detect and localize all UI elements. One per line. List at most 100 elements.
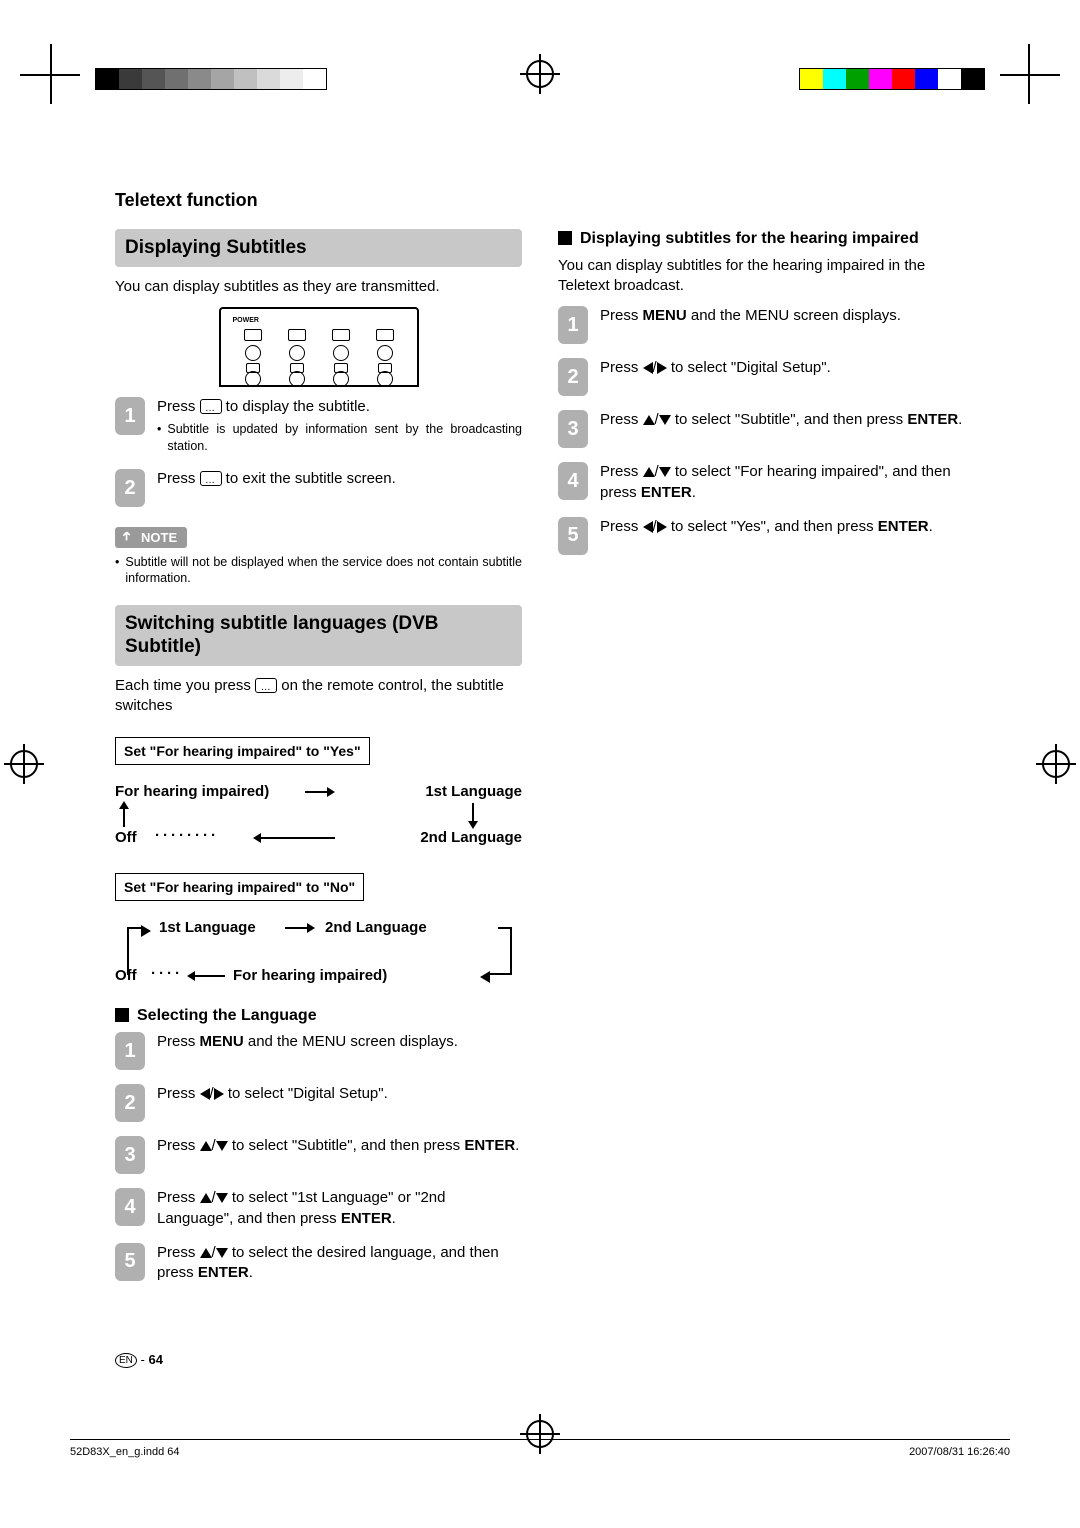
- note-text: Subtitle is updated by information sent …: [167, 421, 522, 455]
- remote-btn-icon: [376, 329, 394, 341]
- flow-line: [498, 927, 512, 929]
- step-number-badge: 3: [558, 410, 588, 448]
- step: 3 Press / to select "Subtitle", and then…: [558, 410, 965, 448]
- step: 2 Press / to select "Digital Setup".: [558, 358, 965, 396]
- enter-key: ENTER: [878, 518, 929, 535]
- remote-btn-icon: [377, 371, 393, 387]
- color-bars: [799, 68, 985, 90]
- flow-label: For hearing impaired): [115, 783, 269, 800]
- step-body: Press / to select "Digital Setup".: [157, 1084, 522, 1122]
- flow-diagram-no: 1st Language 2nd Language Off ···· For h…: [115, 911, 522, 996]
- source-file: 52D83X_en_g.indd 64: [70, 1446, 179, 1458]
- triangle-down-icon: [659, 415, 671, 425]
- power-label: POWER: [233, 317, 259, 324]
- arrow-left-icon: [255, 837, 335, 839]
- text: to select "Yes", and then press: [667, 518, 878, 535]
- heading-switching-languages: Switching subtitle languages (DVB Subtit…: [115, 605, 522, 667]
- remote-btn-icon: [244, 329, 262, 341]
- heading-displaying-subtitles: Displaying Subtitles: [115, 229, 522, 267]
- subtitle-button-icon: [200, 471, 222, 486]
- step-number-badge: 4: [558, 462, 588, 500]
- triangle-down-icon: [659, 467, 671, 477]
- text: Press: [600, 359, 643, 376]
- remote-btn-icon: [332, 329, 350, 341]
- text: .: [249, 1264, 253, 1281]
- text: to select "Subtitle", and then press: [228, 1137, 465, 1154]
- subtitle-button-icon: [255, 678, 277, 693]
- step-text: Press: [157, 398, 200, 415]
- step-body: Press / to select "Yes", and then press …: [600, 517, 965, 555]
- arrow-up-icon: [123, 803, 125, 827]
- registration-mark-right: [1042, 750, 1070, 778]
- triangle-up-icon: [643, 467, 655, 477]
- triangle-up-icon: [200, 1193, 212, 1203]
- step: 1 Press MENU and the MENU screen display…: [558, 306, 965, 344]
- manual-page: Teletext function Displaying Subtitles Y…: [0, 0, 1080, 1528]
- step-body: Press / to select "For hearing impaired"…: [600, 462, 965, 503]
- step-number-badge: 1: [558, 306, 588, 344]
- text: .: [929, 518, 933, 535]
- flow-label: Off: [115, 829, 137, 846]
- enter-key: ENTER: [641, 484, 692, 501]
- grayscale-ramp: [95, 68, 327, 90]
- setting-box-yes: Set "For hearing impaired" to "Yes": [115, 737, 370, 765]
- crop-mark-top-left: [20, 74, 80, 76]
- step-number-badge: 1: [115, 1032, 145, 1070]
- text: Each time you press: [115, 677, 255, 694]
- remote-btn-icon: [289, 371, 305, 387]
- note-label-text: NOTE: [141, 530, 177, 545]
- step: 3 Press / to select "Subtitle", and then…: [115, 1136, 522, 1174]
- hand-icon: [121, 531, 135, 545]
- step-number-badge: 1: [115, 397, 145, 435]
- step-number-badge: 4: [115, 1188, 145, 1226]
- step-text: Press: [157, 470, 200, 487]
- subheading-selecting-language: Selecting the Language: [115, 1006, 522, 1027]
- step: 4 Press / to select "For hearing impaire…: [558, 462, 965, 503]
- triangle-left-icon: [643, 362, 653, 374]
- step-text: to exit the subtitle screen.: [222, 470, 396, 487]
- step-body: Press / to select the desired language, …: [157, 1243, 522, 1284]
- arrow-right-icon: [285, 927, 313, 929]
- text: Press: [157, 1085, 200, 1102]
- page-section-title: Teletext function: [115, 190, 965, 211]
- setting-box-no: Set "For hearing impaired" to "No": [115, 873, 364, 901]
- remote-btn-icon: [333, 345, 349, 361]
- enter-key: ENTER: [198, 1264, 249, 1281]
- intro-text: You can display subtitles for the hearin…: [558, 256, 965, 297]
- intro-text: Each time you press on the remote contro…: [115, 676, 522, 717]
- step-body: Press / to select "Subtitle", and then p…: [600, 410, 965, 448]
- triangle-left-icon: [643, 521, 653, 533]
- step-body: Press to display the subtitle. Subtitle …: [157, 397, 522, 455]
- flow-label: 1st Language: [425, 783, 522, 800]
- text: .: [958, 411, 962, 428]
- text: .: [392, 1210, 396, 1227]
- intro-text: You can display subtitles as they are tr…: [115, 277, 522, 297]
- dots-icon: ········: [155, 827, 219, 844]
- triangle-down-icon: [216, 1141, 228, 1151]
- enter-key: ENTER: [464, 1137, 515, 1154]
- subhead-text: Selecting the Language: [137, 1006, 317, 1027]
- step: 2 Press to exit the subtitle screen.: [115, 469, 522, 507]
- remote-btn-icon: [377, 345, 393, 361]
- step: 5 Press / to select "Yes", and then pres…: [558, 517, 965, 555]
- step: 2 Press / to select "Digital Setup".: [115, 1084, 522, 1122]
- step-body: Press / to select "Digital Setup".: [600, 358, 965, 396]
- left-column: Displaying Subtitles You can display sub…: [115, 229, 522, 1297]
- text: to select "Subtitle", and then press: [671, 411, 908, 428]
- menu-key: MENU: [200, 1033, 244, 1050]
- lang-code: EN: [115, 1353, 137, 1368]
- remote-btn-icon: [245, 345, 261, 361]
- text: Press: [157, 1137, 200, 1154]
- arrow-left-icon: [480, 968, 490, 985]
- menu-key: MENU: [643, 307, 687, 324]
- remote-btn-icon: [289, 345, 305, 361]
- step-body: Press / to select "Subtitle", and then p…: [157, 1136, 522, 1174]
- step-number-badge: 2: [115, 1084, 145, 1122]
- flow-label: 1st Language: [159, 919, 256, 936]
- text: to select "Digital Setup".: [224, 1085, 388, 1102]
- triangle-up-icon: [200, 1141, 212, 1151]
- flow-line: [488, 973, 512, 975]
- arrow-down-icon: [472, 803, 474, 827]
- triangle-right-icon: [657, 362, 667, 374]
- step-note: Subtitle is updated by information sent …: [157, 421, 522, 455]
